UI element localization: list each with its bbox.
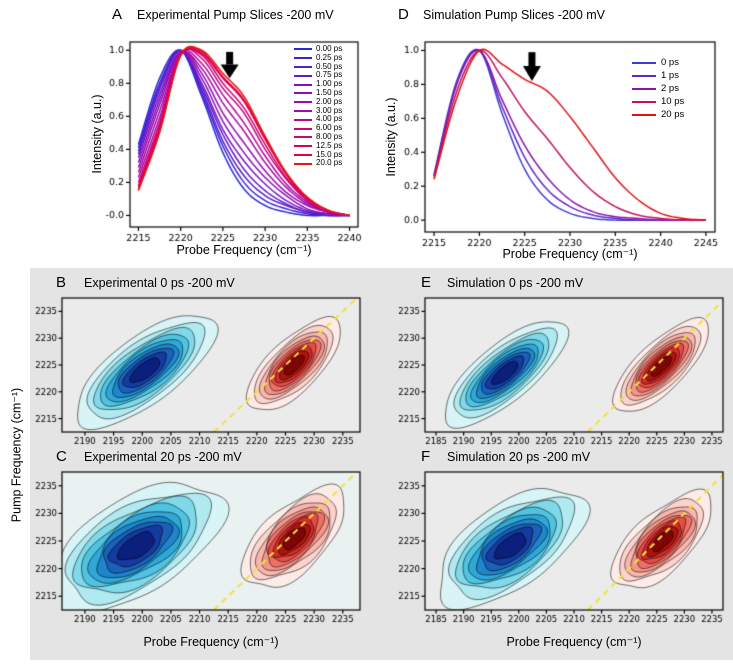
- legend-item: 0.25 ps: [294, 52, 343, 63]
- legend-line-swatch: [294, 162, 312, 165]
- panel-e-title: Simulation 0 ps -200 mV: [447, 276, 584, 290]
- panel-d-x-axis-label: Probe Frequency (cm⁻¹): [502, 247, 638, 261]
- bottom-left-probe-axis-label: Probe Frequency (cm⁻¹): [143, 635, 279, 649]
- legend-label: 20 ps: [661, 109, 685, 120]
- panel-b-contour-canvas: [28, 294, 366, 448]
- legend-item: 0.75 ps: [294, 71, 342, 80]
- legend-line-swatch: [632, 113, 656, 116]
- legend-label: 0.50 ps: [316, 61, 343, 71]
- legend-label: 15.0 ps: [316, 149, 343, 159]
- panel-f-title: Simulation 20 ps -200 mV: [447, 450, 591, 464]
- legend-item: 2 ps: [632, 82, 684, 95]
- legend-item: 4.00 ps: [294, 115, 342, 124]
- legend-label: 2 ps: [661, 83, 679, 94]
- legend-line-swatch: [294, 136, 312, 139]
- legend-line-swatch: [294, 48, 312, 51]
- legend-label: 20.0 ps: [316, 158, 343, 168]
- panel-a-legend: 0.00 ps 0.25 ps 0.50 ps 0.75 ps 1.00 ps 1.50 …: [294, 44, 343, 168]
- legend-item: 20 ps: [632, 108, 684, 121]
- legend-line-swatch: [294, 74, 312, 77]
- legend-label: 8.00 ps: [316, 131, 343, 141]
- panel-a-plot-canvas: [88, 34, 366, 253]
- legend-item: 3.00 ps: [294, 105, 343, 116]
- pump-frequency-axis-label: Pump Frequency (cm⁻¹): [9, 387, 24, 523]
- panel-c-title: Experimental 20 ps -200 mV: [84, 450, 242, 464]
- legend-item: 0 ps: [632, 56, 684, 69]
- legend-line-swatch: [294, 118, 312, 121]
- panel-d-legend: 0 ps 1 ps 2 ps 10 ps 20 ps: [632, 56, 684, 121]
- legend-label: 12.5 ps: [316, 140, 343, 150]
- panel-c-letter: C: [56, 448, 67, 465]
- legend-line-swatch: [294, 92, 312, 95]
- panel-c-contour-canvas: [28, 468, 366, 626]
- panel-f-letter: F: [421, 448, 431, 465]
- legend-item: 1.50 ps: [294, 87, 343, 98]
- legend-item: 12.5 ps: [294, 140, 343, 151]
- panel-d-title: Simulation Pump Slices -200 mV: [423, 8, 606, 22]
- panel-d-y-axis-label: Intensity (a.u.): [384, 97, 398, 177]
- panel-e-contour-canvas: [391, 294, 729, 448]
- legend-item: 15.0 ps: [294, 149, 343, 160]
- legend-item: 0.50 ps: [294, 61, 343, 72]
- panel-a-letter: A: [112, 6, 123, 23]
- legend-label: 0.00 ps: [316, 44, 343, 53]
- legend-item: 0.00 ps: [294, 44, 343, 54]
- legend-line-swatch: [632, 74, 656, 77]
- legend-line-swatch: [294, 127, 312, 130]
- legend-line-swatch: [632, 100, 656, 103]
- legend-line-swatch: [294, 57, 312, 60]
- panel-e-letter: E: [421, 274, 432, 291]
- legend-line-swatch: [294, 153, 312, 156]
- bottom-right-probe-axis-label: Probe Frequency (cm⁻¹): [506, 635, 642, 649]
- legend-label: 0.75 ps: [316, 70, 343, 80]
- legend-item: 1 ps: [632, 69, 684, 82]
- legend-line-swatch: [294, 145, 312, 148]
- legend-item: 20.0 ps: [294, 159, 342, 168]
- panel-d-plot-canvas: [383, 34, 723, 258]
- legend-label: 1.00 ps: [316, 79, 343, 89]
- legend-line-swatch: [632, 61, 656, 64]
- panel-b-letter: B: [56, 274, 67, 291]
- legend-line-swatch: [294, 65, 312, 68]
- legend-line-swatch: [294, 109, 312, 112]
- legend-item: 6.00 ps: [294, 123, 343, 133]
- legend-label: 1.50 ps: [316, 87, 343, 97]
- legend-label: 4.00 ps: [316, 114, 343, 124]
- legend-item: 10 ps: [632, 95, 684, 108]
- panel-f-contour-canvas: [391, 468, 729, 626]
- legend-label: 0 ps: [661, 57, 679, 68]
- legend-item: 2.00 ps: [294, 96, 343, 107]
- legend-line-swatch: [294, 83, 312, 86]
- legend-label: 0.25 ps: [316, 52, 343, 62]
- legend-line-swatch: [294, 101, 312, 104]
- legend-item: 8.00 ps: [294, 131, 343, 142]
- panel-a-y-axis-label: Intensity (a.u.): [90, 94, 104, 174]
- panel-b-title: Experimental 0 ps -200 mV: [84, 276, 235, 290]
- legend-label: 6.00 ps: [316, 123, 343, 133]
- legend-line-swatch: [632, 87, 656, 90]
- panel-a-title: Experimental Pump Slices -200 mV: [137, 8, 334, 22]
- legend-label: 1 ps: [661, 70, 679, 81]
- panel-d-letter: D: [398, 6, 409, 23]
- legend-label: 10 ps: [661, 96, 685, 107]
- legend-label: 2.00 ps: [316, 96, 343, 106]
- legend-label: 3.00 ps: [316, 105, 343, 115]
- legend-item: 1.00 ps: [294, 79, 343, 89]
- panel-a-x-axis-label: Probe Frequency (cm⁻¹): [176, 243, 312, 257]
